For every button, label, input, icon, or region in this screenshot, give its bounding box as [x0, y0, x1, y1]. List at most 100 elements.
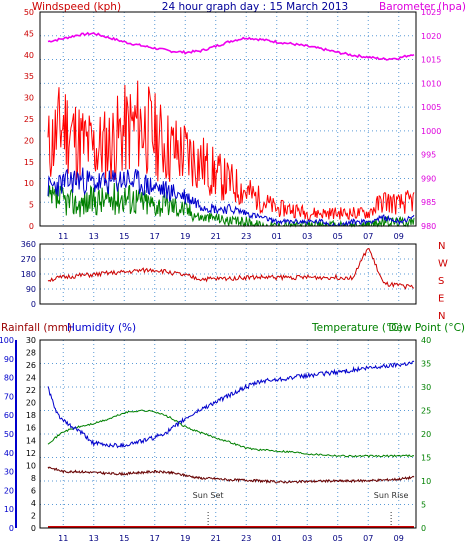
windspeed-tick-label: 50 — [24, 8, 34, 17]
barometer-tick-label: 980 — [421, 222, 436, 231]
top-hour-label: 19 — [180, 232, 190, 241]
barometer-tick-label: 990 — [421, 174, 436, 183]
wind-direction-series — [47, 247, 415, 290]
rainfall-tick-label: 16 — [26, 424, 36, 433]
bottom-hour-label: 11 — [58, 534, 68, 543]
temperature-series — [47, 409, 415, 458]
bottom-plot-frame — [39, 339, 417, 529]
windspeed-tick-label: 40 — [24, 51, 34, 60]
average-windspeed-series — [47, 167, 415, 227]
top-hour-label: 17 — [150, 232, 160, 241]
sun-annotation-label: Sun Set — [193, 491, 224, 500]
top-hour-ticks: 11 13 15 17 19 21 23 01 03 05 07 09 — [58, 232, 404, 241]
gust-series — [47, 80, 415, 221]
bottom-hour-label: 05 — [333, 534, 343, 543]
direction-plot-frame — [39, 243, 417, 305]
compass-label: E — [438, 294, 444, 305]
barometer-tick-label: 1020 — [421, 32, 441, 41]
top-grid — [40, 11, 416, 227]
barometer-tick-label: 995 — [421, 151, 436, 160]
bottom-hour-label: 21 — [211, 534, 221, 543]
top-plot-frame — [39, 11, 417, 227]
rainfall-tick-label: 14 — [26, 436, 36, 445]
rainfall-tick-label: 28 — [26, 349, 36, 358]
rainfall-tick-label: 2 — [31, 511, 36, 520]
humidity-tick-label: 80 — [4, 374, 14, 383]
humidity-tick-label: 40 — [4, 449, 14, 458]
wind-lull-series — [47, 182, 415, 228]
windspeed-axis-title: Windspeed (kph) — [32, 1, 121, 13]
temperature-axis-title: Temperature (°C) — [311, 322, 403, 334]
bottom-hour-label: 01 — [272, 534, 282, 543]
compass-label: N — [438, 241, 445, 252]
humidity-tick-label: 60 — [4, 411, 14, 420]
rainfall-tick-label: 22 — [26, 386, 36, 395]
rainfall-tick-label: 26 — [26, 361, 36, 370]
temperature-tick-label: 10 — [421, 477, 431, 486]
sun-annotations: Sun Set Sun Rise — [193, 491, 409, 528]
bottom-hour-label: 23 — [241, 534, 251, 543]
direction-tick-label: 360 — [21, 240, 36, 249]
bottom-hour-label: 19 — [180, 534, 190, 543]
barometer-tick-label: 1010 — [421, 79, 441, 88]
barometer-tick-label: 985 — [421, 198, 436, 207]
top-hour-label: 05 — [333, 232, 343, 241]
windspeed-tick-label: 10 — [24, 179, 34, 188]
temperature-ticks: 0 5 10 15 20 25 30 35 40 — [421, 336, 431, 533]
direction-tick-label: 0 — [31, 300, 36, 309]
humidity-series — [47, 360, 415, 449]
top-hour-label: 01 — [272, 232, 282, 241]
humidity-tick-label: 50 — [4, 430, 14, 439]
rainfall-tick-label: 12 — [26, 449, 36, 458]
wind-barometer-panel: Windspeed (kph) 24 hour graph day : 15 M… — [24, 1, 466, 241]
temperature-tick-label: 25 — [421, 407, 431, 416]
humidity-tick-label: 70 — [4, 392, 14, 401]
dewpoint-series — [47, 466, 415, 485]
temperature-tick-label: 30 — [421, 383, 431, 392]
barometer-ticks: 980 985 990 995 1000 1005 1010 1015 1020 1025 — [421, 8, 441, 231]
bottom-hour-label: 09 — [394, 534, 404, 543]
windspeed-tick-label: 20 — [24, 136, 34, 145]
top-hour-label: 21 — [211, 232, 221, 241]
rainfall-tick-label: 8 — [31, 474, 36, 483]
top-hour-label: 15 — [119, 232, 129, 241]
bottom-hour-label: 15 — [119, 534, 129, 543]
chart-title: 24 hour graph day : 15 March 2013 — [162, 1, 348, 13]
bottom-hour-label: 07 — [363, 534, 373, 543]
humidity-tick-label: 20 — [4, 486, 14, 495]
windspeed-tick-label: 25 — [24, 115, 34, 124]
direction-ticks: 0 90 180 270 360 — [21, 240, 36, 309]
barometer-tick-label: 1025 — [421, 8, 441, 17]
barometer-series — [47, 31, 415, 61]
windspeed-tick-label: 15 — [24, 158, 34, 167]
temperature-tick-label: 40 — [421, 336, 431, 345]
barometer-tick-label: 1015 — [421, 56, 441, 65]
sun-annotation-label: Sun Rise — [374, 491, 409, 500]
dewpoint-axis-title: Dew Point (°C) — [388, 322, 465, 334]
humidity-tick-label: 0 — [9, 524, 14, 533]
windspeed-tick-label: 5 — [29, 201, 34, 210]
rainfall-tick-label: 24 — [26, 374, 36, 383]
temperature-humidity-panel: Rainfall (mm) Humidity (%) Temperature (… — [0, 322, 465, 543]
temperature-tick-label: 15 — [421, 454, 431, 463]
direction-tick-label: 90 — [26, 285, 36, 294]
rainfall-tick-label: 18 — [26, 411, 36, 420]
humidity-tick-label: 100 — [0, 336, 14, 345]
top-hour-label: 07 — [363, 232, 373, 241]
compass-label: N — [438, 311, 445, 322]
rainfall-axis-title: Rainfall (mm) — [1, 322, 72, 334]
top-hour-label: 03 — [302, 232, 312, 241]
top-hour-label: 13 — [89, 232, 99, 241]
rainfall-tick-label: 30 — [26, 336, 36, 345]
top-hour-label: 11 — [58, 232, 68, 241]
direction-tick-label: 180 — [21, 270, 36, 279]
temperature-tick-label: 35 — [421, 360, 431, 369]
rainfall-tick-label: 4 — [31, 499, 36, 508]
barometer-tick-label: 1005 — [421, 103, 441, 112]
temperature-tick-label: 5 — [421, 501, 426, 510]
rainfall-tick-label: 10 — [26, 461, 36, 470]
bottom-hour-label: 03 — [302, 534, 312, 543]
